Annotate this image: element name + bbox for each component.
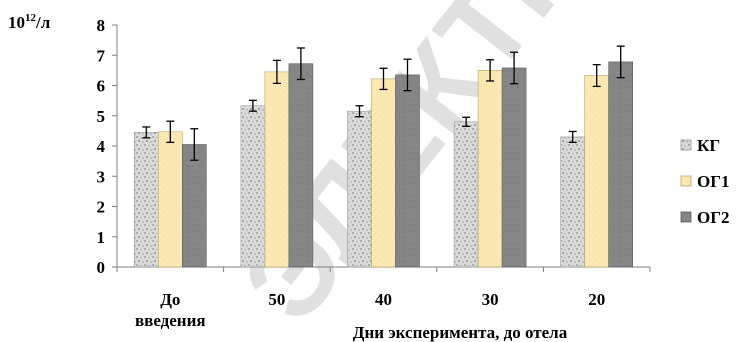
y-tick-label: 7 [97,46,106,65]
bar-КГ-2 [347,110,372,268]
x-category-label: До введения [135,290,206,330]
legend-label-ОГ2: ОГ2 [697,208,730,227]
unit-rest: /л [35,13,51,32]
y-tick-label: 5 [97,107,106,126]
x-category-label: 40 [375,290,392,309]
legend-label-КГ: КГ [697,136,720,155]
bar-ОГ2-4 [608,61,634,268]
legend-swatch-ОГ1 [680,175,692,187]
unit-base: 10 [8,13,25,32]
bar-ОГ2-2 [395,74,420,268]
bar-КГ-0 [134,132,159,268]
x-category-label: 30 [482,290,499,309]
bar-ОГ1-2 [371,78,396,268]
legend-swatch-КГ [680,139,692,151]
y-axis: 0 1 2 3 4 5 6 7 8 [97,16,118,277]
bar-КГ-3 [453,121,479,268]
bar-ОГ2-1 [288,63,314,268]
y-unit-label: 1012/л [8,12,51,32]
y-tick-label: 4 [97,137,106,156]
bar-ОГ1-4 [584,75,610,268]
x-axis-title: Дни эксперимента, до отела [353,323,568,342]
y-tick-label: 1 [97,228,106,247]
y-tick-label: 0 [97,258,106,277]
unit-exponent: 12 [25,12,37,24]
x-category-label: 50 [268,290,285,309]
bar-ОГ1-3 [477,70,503,268]
y-tick-label: 6 [97,77,106,96]
error-bars [142,45,625,161]
bar-КГ-1 [240,105,266,268]
bar-ОГ1-1 [264,71,290,268]
x-axis [116,266,651,272]
y-tick-label: 2 [97,198,106,217]
y-tick-label: 8 [97,16,106,35]
bar-КГ-4 [560,136,586,268]
legend-label-ОГ1: ОГ1 [697,172,730,191]
category-labels: До введения 50 40 30 20 [135,290,605,330]
legend-swatch-ОГ2 [680,211,692,223]
bar-ОГ2-3 [501,67,527,268]
bar-ОГ1-0 [158,131,183,268]
bars [134,61,634,268]
x-category-label: 20 [588,290,605,309]
legend: КГ ОГ1 ОГ2 [680,136,730,227]
y-tick-label: 3 [97,167,106,186]
bar-ОГ2-0 [182,144,207,268]
